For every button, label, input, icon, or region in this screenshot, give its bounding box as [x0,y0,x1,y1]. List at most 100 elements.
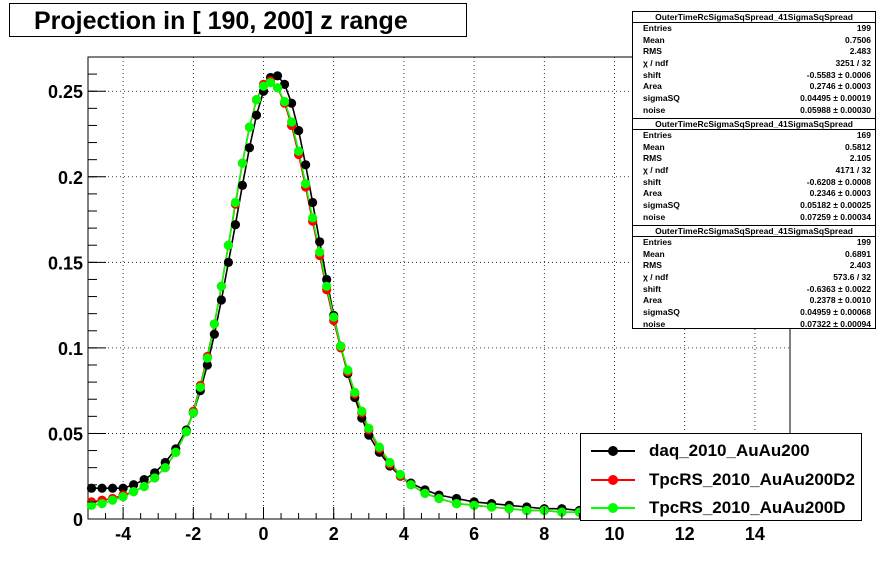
legend: daq_2010_AuAu200 TpcRS_2010_AuAu200D2 Tp… [580,433,862,521]
stats-label: noise [643,104,666,115]
x-tick-label: -2 [185,524,201,544]
stats-box-title: OuterTimeRcSigmaSqSpread_41SigmaSqSpread [633,226,875,237]
data-point-series-2 [557,507,567,517]
stats-row: RMS 2.403 [633,260,875,272]
stats-label: Entries [643,130,672,140]
stats-value: 199 [856,237,871,247]
data-point-series-2 [420,488,430,498]
stats-box-title: OuterTimeRcSigmaSqSpread_41SigmaSqSpread [633,119,875,130]
stats-label: Area [643,295,662,306]
stats-value: 0.2746 ± 0.0003 [809,81,871,92]
x-tick-label: 6 [469,524,479,544]
data-point-series-0 [230,220,241,230]
stats-row: Area 0.2378 ± 0.0010 [633,295,875,307]
stats-value: 0.7506 [845,34,871,45]
stats-row: χ / ndf 3251 / 32 [633,58,875,70]
legend-label-tpcrs-d2: TpcRS_2010_AuAu200D2 [649,470,855,489]
x-tick-label: 8 [539,524,549,544]
legend-label-daq: daq_2010_AuAu200 [649,441,810,460]
data-point-series-2 [487,502,497,512]
data-point-series-0 [308,197,318,208]
data-point-series-2 [329,312,339,322]
data-point-series-0 [118,483,128,493]
data-point-series-2 [301,179,311,189]
stats-value: 0.05988 ± 0.00030 [800,104,871,115]
stats-row: Area 0.2346 ± 0.0003 [633,188,875,200]
data-point-series-2 [251,95,262,105]
data-point-series-0 [97,483,107,493]
data-point-series-2 [97,499,107,509]
data-point-series-2 [129,487,139,497]
data-point-series-0 [322,274,332,285]
stats-label: noise [643,318,666,329]
stats-row: Entries 199 [633,237,875,249]
data-point-series-2 [343,365,353,375]
stats-label: Area [643,188,662,199]
stats-value: 0.07259 ± 0.00034 [800,211,871,222]
data-point-series-2 [171,447,181,457]
stats-label: RMS [643,260,662,271]
stats-label: Entries [643,23,672,33]
stats-label: RMS [643,153,662,164]
stats-value: 0.07322 ± 0.00094 [800,318,871,329]
data-point-series-2 [406,480,416,490]
legend-marker-tpcrs-d [608,503,618,513]
stats-row: noise 0.07322 ± 0.00094 [633,319,875,331]
data-point-series-0 [216,295,226,305]
data-point-series-2 [522,505,532,516]
data-point-series-2 [434,493,444,504]
data-point-series-2 [86,500,97,510]
data-point-series-2 [451,499,462,509]
data-markers [86,71,585,517]
data-point-series-2 [216,281,226,291]
data-point-series-2 [230,197,241,208]
data-point-series-2 [385,457,395,468]
stats-value: 0.2378 ± 0.0010 [809,295,871,306]
stats-row: shift -0.6363 ± 0.0022 [633,284,875,296]
data-point-series-2 [364,423,374,433]
chart-title: Projection in [ 190, 200] z range [9,3,467,37]
stats-row: RMS 2.105 [633,153,875,165]
data-point-series-2 [469,500,479,510]
stats-row: χ / ndf 4171 / 32 [633,165,875,177]
stats-box: OuterTimeRcSigmaSqSpread_41SigmaSqSpread… [632,118,876,226]
stats-value: 2.403 [849,260,871,271]
stats-box: OuterTimeRcSigmaSqSpread_41SigmaSqSpread… [632,225,876,329]
stats-row: sigmaSQ 0.04495 ± 0.00019 [633,93,875,105]
stats-label: RMS [643,46,662,57]
stats-value: 0.2346 ± 0.0003 [809,188,871,199]
stats-value: -0.6363 ± 0.0022 [806,283,871,294]
data-point-series-0 [279,79,290,89]
stats-row: RMS 2.483 [633,46,875,58]
data-point-series-2 [279,96,290,107]
stats-label: Area [643,81,662,92]
data-point-series-0 [272,71,283,81]
data-point-series-0 [251,110,262,120]
data-point-series-0 [202,360,212,370]
stats-value: 2.483 [849,46,871,57]
x-tick-label: 2 [329,524,339,544]
data-point-series-0 [129,480,139,490]
legend-marker-tpcrs-d2 [608,475,618,485]
stats-value: 199 [856,23,871,33]
data-point-series-0 [223,257,233,267]
data-point-series-2 [265,78,276,88]
stats-value: 0.04495 ± 0.00019 [800,93,871,104]
data-point-series-0 [301,160,311,170]
data-point-series-2 [188,408,198,418]
data-point-series-2 [139,481,149,492]
stats-label: sigmaSQ [643,200,680,211]
data-point-series-2 [272,83,283,93]
y-tick-label: 0.15 [48,253,83,273]
data-point-series-2 [118,492,128,502]
y-tick-label: 0.25 [48,82,83,102]
data-point-series-2 [294,146,304,156]
stats-label: sigmaSQ [643,93,680,104]
data-point-series-2 [286,117,297,127]
stats-row: χ / ndf 573.6 / 32 [633,272,875,284]
stats-label: χ / ndf [643,165,669,176]
stats-label: shift [643,69,661,80]
stats-row: noise 0.07259 ± 0.00034 [633,212,875,224]
stats-box-title: OuterTimeRcSigmaSqSpread_41SigmaSqSpread [633,12,875,23]
data-point-series-2 [395,469,405,480]
